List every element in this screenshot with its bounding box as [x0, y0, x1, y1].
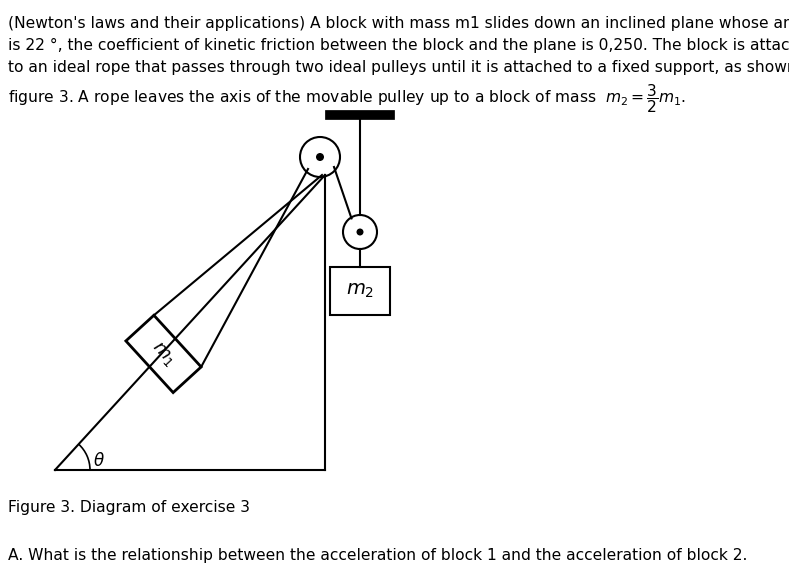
Text: (Newton's laws and their applications) A block with mass m1 slides down an incli: (Newton's laws and their applications) A…: [8, 16, 789, 31]
Polygon shape: [126, 315, 201, 393]
Polygon shape: [330, 267, 390, 315]
Text: Figure 3. Diagram of exercise 3: Figure 3. Diagram of exercise 3: [8, 500, 250, 515]
Text: $m_1$: $m_1$: [148, 338, 179, 370]
Text: $\theta$: $\theta$: [93, 452, 105, 470]
Text: to an ideal rope that passes through two ideal pulleys until it is attached to a: to an ideal rope that passes through two…: [8, 60, 789, 75]
Circle shape: [357, 229, 364, 236]
Text: $m_2$: $m_2$: [346, 281, 374, 301]
Text: figure 3. A rope leaves the axis of the movable pulley up to a block of mass  $m: figure 3. A rope leaves the axis of the …: [8, 82, 686, 115]
Circle shape: [316, 153, 324, 161]
Text: is 22 °, the coefficient of kinetic friction between the block and the plane is : is 22 °, the coefficient of kinetic fric…: [8, 38, 789, 53]
Text: A. What is the relationship between the acceleration of block 1 and the accelera: A. What is the relationship between the …: [8, 548, 747, 563]
